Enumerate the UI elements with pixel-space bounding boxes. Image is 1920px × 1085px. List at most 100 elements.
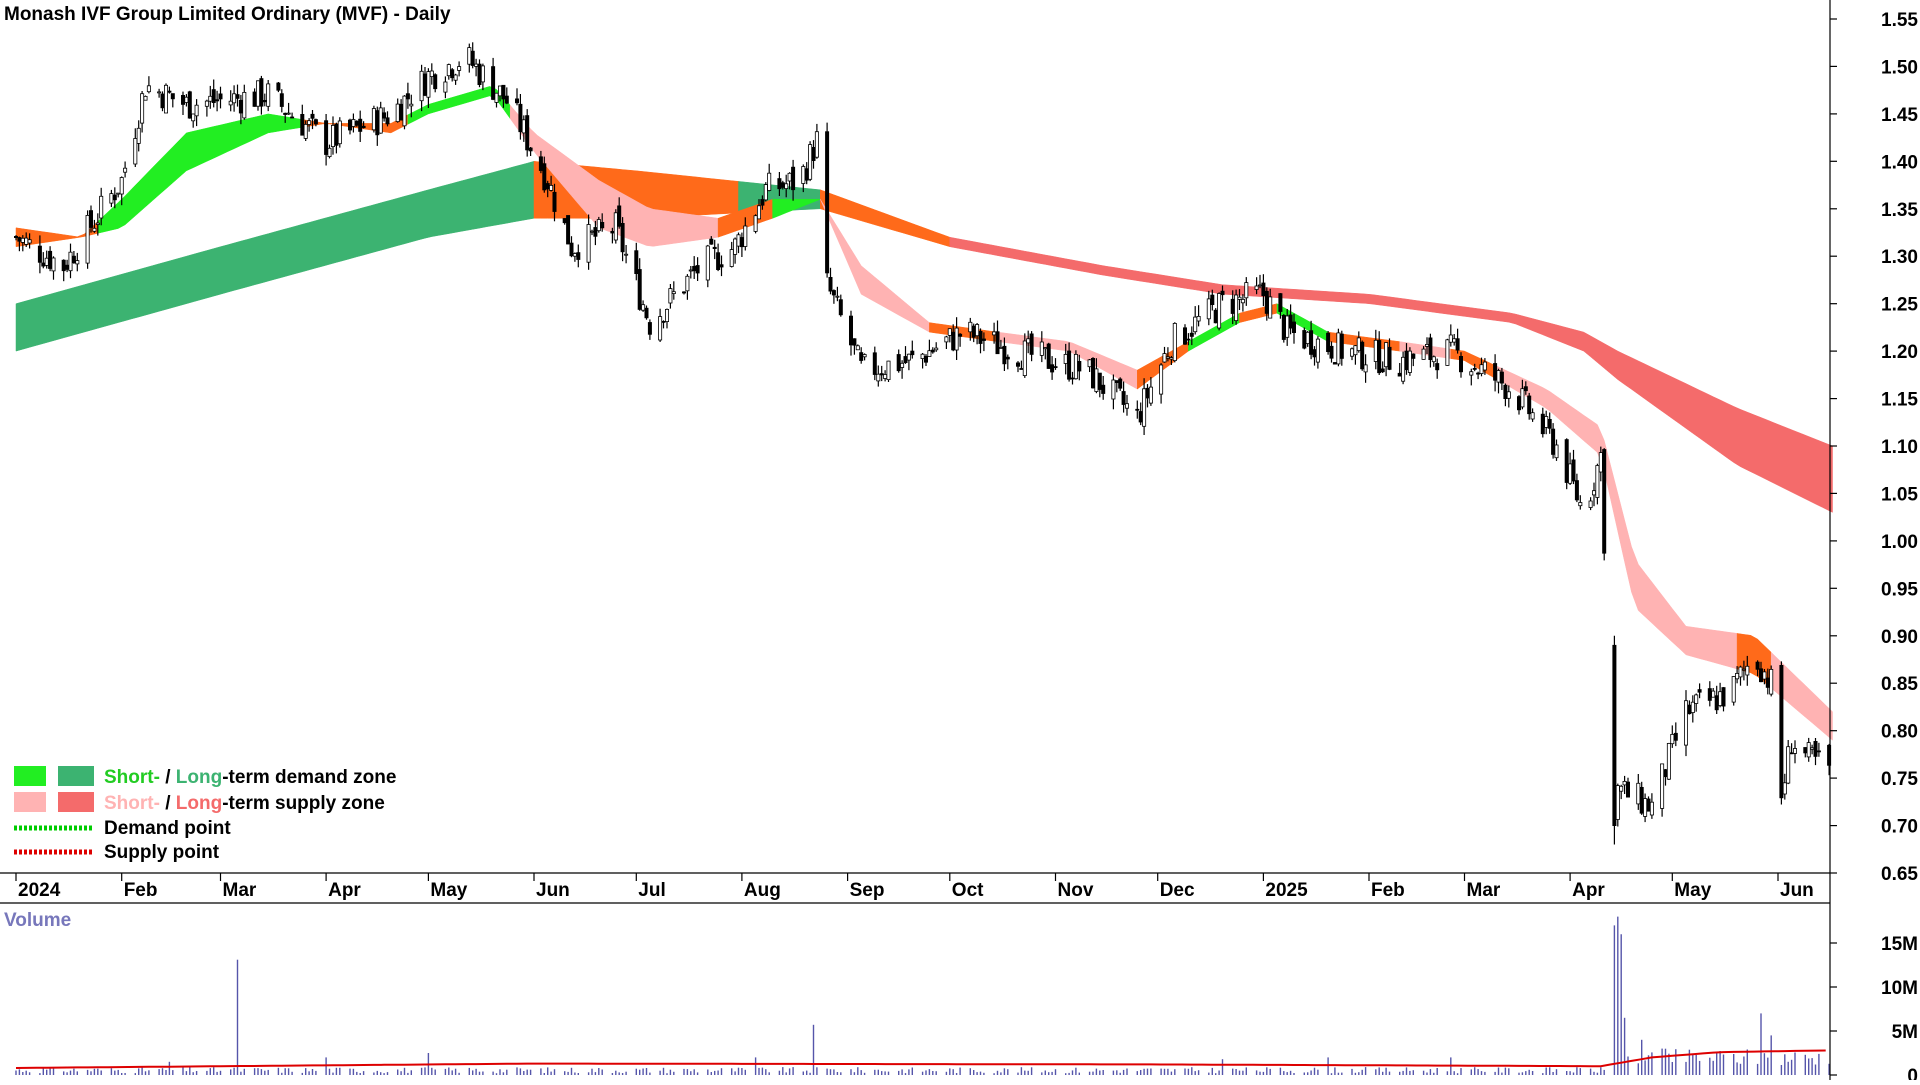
candle-body — [515, 98, 520, 104]
candle-body — [467, 47, 472, 65]
candle-body — [1189, 332, 1194, 337]
candle-body — [1220, 290, 1225, 296]
candle-body — [586, 224, 591, 263]
candle-body — [375, 110, 380, 136]
candle-body — [1073, 353, 1078, 380]
candle-body — [906, 353, 911, 361]
candle-body — [753, 215, 758, 232]
candle-body — [450, 69, 455, 79]
candle-body — [1482, 361, 1487, 371]
candle-body — [1554, 444, 1559, 459]
candle-body — [371, 108, 376, 131]
candle-body — [1622, 781, 1627, 786]
price-y-tick-label: 1.10 — [1881, 437, 1918, 458]
volume-y-tick-label: 5M — [1892, 1022, 1918, 1043]
candle-body — [180, 95, 185, 105]
candle-body — [1121, 391, 1126, 405]
candle-body — [409, 103, 414, 107]
candle-body — [1332, 362, 1337, 365]
candle-body — [68, 251, 73, 272]
candle-body — [1762, 671, 1767, 680]
candle-body — [1135, 408, 1140, 411]
x-tick-label: 2025 — [1265, 880, 1308, 901]
long-term-zone-demand-0 — [15, 160, 535, 352]
candle-body — [757, 205, 762, 220]
volume-y-tick-label: 10M — [1881, 978, 1918, 999]
candle-body — [310, 113, 315, 119]
candle-body — [99, 195, 104, 219]
candle-body — [1159, 364, 1164, 395]
candle-body — [1619, 785, 1624, 792]
price-y-tick-label: 0.90 — [1881, 627, 1918, 648]
candle-body — [61, 259, 66, 272]
candle-body — [1356, 337, 1361, 351]
candle-body — [1138, 411, 1143, 423]
candle-body — [576, 252, 581, 260]
candle-body — [637, 269, 642, 310]
candle-body — [1472, 367, 1477, 370]
candle-body — [1312, 349, 1317, 358]
candle-body — [716, 252, 721, 270]
candle-body — [613, 212, 618, 241]
candle-body — [1019, 368, 1024, 370]
candle-body — [1172, 322, 1177, 361]
candle-body — [1261, 282, 1266, 297]
candle-body — [140, 93, 145, 124]
candle-body — [1404, 350, 1409, 371]
x-tick-label: Oct — [952, 880, 984, 901]
candle-body — [1254, 285, 1259, 290]
candle-body — [712, 246, 717, 250]
candle-body — [518, 103, 523, 133]
candle-body — [1234, 294, 1239, 322]
candle-body — [1598, 452, 1603, 473]
candle-body — [1387, 346, 1392, 370]
candle-body — [1615, 785, 1620, 820]
candle-body — [429, 70, 434, 77]
candle-body — [566, 215, 571, 245]
candle-body — [849, 315, 854, 346]
candle-body — [1026, 338, 1031, 344]
candle-body — [780, 182, 785, 188]
candle-body — [1244, 282, 1249, 299]
candle-body — [811, 146, 816, 161]
candle-body — [1046, 343, 1051, 369]
candle-body — [831, 290, 836, 296]
candle-body — [1043, 347, 1048, 350]
candle-body — [1315, 338, 1320, 363]
legend: Short- / Long-term demand zone Short- / … — [14, 766, 396, 863]
candle-body — [1551, 428, 1556, 455]
x-tick-label: Feb — [1371, 880, 1405, 901]
candle-body — [1435, 363, 1440, 371]
x-tick-label: Sep — [850, 880, 885, 901]
volume-label: Volume — [4, 910, 71, 931]
candle-body — [668, 288, 673, 304]
candle-body — [876, 373, 881, 382]
candle-body — [395, 103, 400, 122]
candle-body — [1050, 364, 1055, 373]
candle-body — [862, 354, 867, 358]
candle-body — [736, 234, 741, 247]
candle-body — [266, 83, 271, 107]
candle-body — [562, 218, 567, 224]
candle-body — [71, 255, 76, 264]
candle-body — [743, 225, 748, 247]
candle-body — [457, 66, 462, 71]
candle-body — [1039, 341, 1044, 356]
candle-body — [525, 115, 530, 151]
candle-body — [1592, 490, 1597, 496]
candle-body — [44, 257, 49, 266]
candle-body — [313, 119, 318, 125]
candle-body — [886, 360, 891, 381]
short-term-zone-supply-19 — [1770, 651, 1833, 741]
candle-body — [1029, 333, 1034, 355]
candle-body — [1666, 743, 1671, 780]
candle-body — [1002, 345, 1007, 365]
long-term-zone-supply-4 — [949, 236, 1833, 513]
candle-body — [283, 112, 288, 115]
candle-body — [1803, 747, 1808, 754]
candle-body — [116, 192, 121, 195]
price-y-tick-label: 0.70 — [1881, 817, 1918, 838]
candle-body — [262, 100, 267, 103]
candle-body — [896, 354, 901, 372]
